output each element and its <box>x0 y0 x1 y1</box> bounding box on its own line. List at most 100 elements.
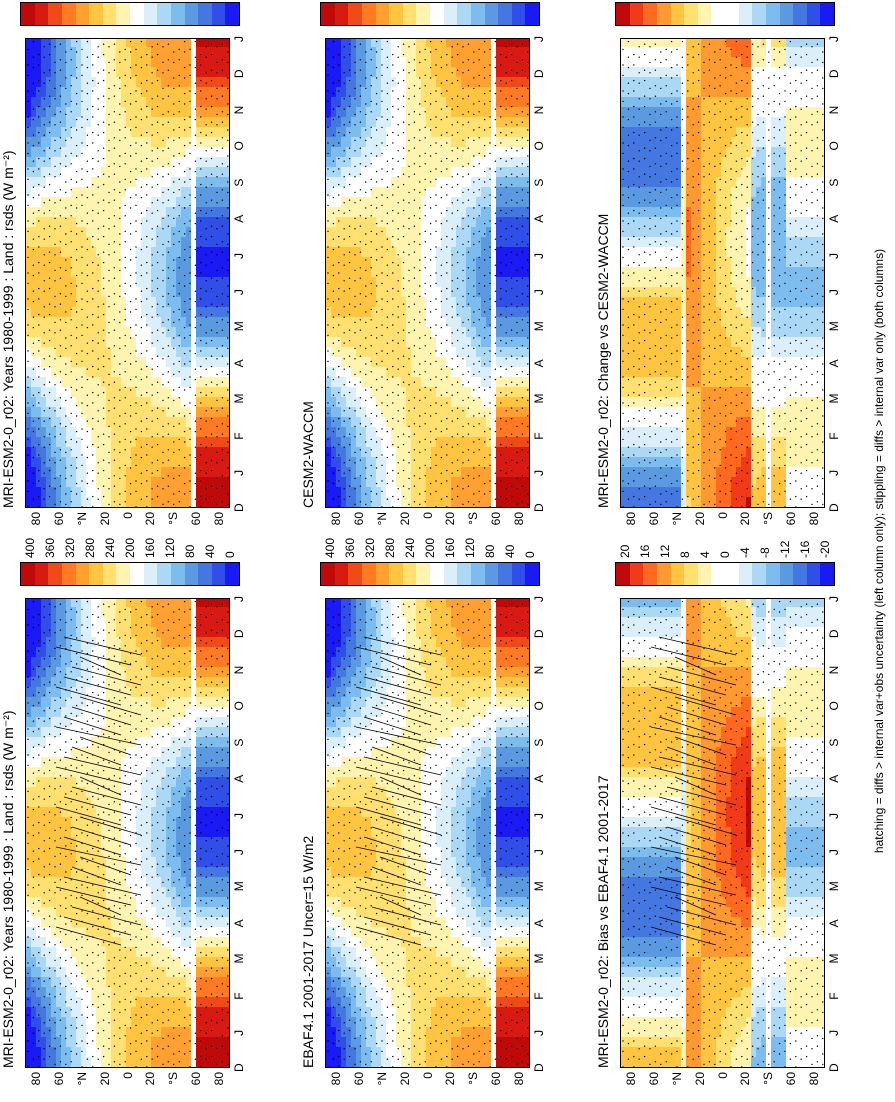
stipple-dot <box>54 918 56 920</box>
stipple-dot <box>108 881 110 884</box>
heatmap-cell <box>511 776 517 787</box>
stipple-dot <box>129 637 132 639</box>
heatmap-cell <box>461 876 467 887</box>
heatmap-cell <box>201 706 207 717</box>
heatmap-cell <box>161 826 167 837</box>
heatmap-cell <box>151 976 157 987</box>
heatmap-cell <box>336 756 342 767</box>
heatmap-cell <box>106 598 112 607</box>
heatmap-cell <box>161 706 167 717</box>
heatmap-cell <box>501 766 507 777</box>
stipple-dot <box>200 676 202 678</box>
heatmap-cell <box>186 636 192 647</box>
stipple-dot <box>151 928 153 930</box>
heatmap-cell <box>406 966 412 977</box>
heatmap-cell <box>361 1046 367 1057</box>
heatmap-cell <box>86 796 92 807</box>
heatmap-cell <box>446 986 452 997</box>
stipple-dot <box>32 938 35 941</box>
stipple-dot <box>227 663 229 665</box>
stipple-dot <box>173 715 175 717</box>
stipple-dot <box>97 632 99 634</box>
heatmap-cell <box>336 846 342 857</box>
heatmap-cell <box>371 856 377 867</box>
heatmap-cell <box>66 726 72 737</box>
heatmap-cell <box>491 896 497 907</box>
stipple-dot <box>48 1029 51 1032</box>
heatmap-cell <box>501 716 507 727</box>
stipple-dot <box>173 897 175 899</box>
stipple-dot <box>167 723 170 725</box>
stipple-dot <box>54 647 56 650</box>
heatmap-cell <box>336 896 342 907</box>
stipple-dot <box>183 1001 186 1003</box>
stipple-dot <box>205 762 207 764</box>
heatmap-cell <box>56 776 62 787</box>
stipple-dot <box>59 1035 62 1037</box>
heatmap-cell <box>486 666 492 677</box>
heatmap-cell <box>436 896 442 907</box>
heatmap-cell <box>226 736 230 747</box>
heatmap-cell <box>356 756 362 767</box>
stipple-dot <box>200 1003 202 1006</box>
stipple-dot <box>162 751 164 754</box>
heatmap-cell <box>451 926 457 937</box>
heatmap-cell <box>141 856 147 867</box>
heatmap-cell <box>166 866 172 877</box>
heatmap-cell <box>156 1036 162 1047</box>
heatmap-cell <box>216 816 222 827</box>
stipple-dot <box>119 637 121 639</box>
heatmap-cell <box>141 666 147 677</box>
heatmap-cell <box>396 946 402 957</box>
heatmap-cell <box>131 606 137 617</box>
heatmap-cell <box>51 1006 57 1017</box>
heatmap-cell <box>381 1046 387 1057</box>
heatmap-cell <box>356 706 362 717</box>
heatmap-cell <box>436 936 442 947</box>
stipple-dot <box>27 650 29 652</box>
stipple-dot <box>27 920 29 923</box>
stipple-dot <box>178 816 180 819</box>
heatmap-cell <box>496 746 502 757</box>
lat-tick-label: 60 <box>52 1072 66 1102</box>
stipple-dot <box>135 884 137 886</box>
heatmap-cell <box>81 766 87 777</box>
heatmap-cell <box>516 726 522 737</box>
stipple-dot <box>183 860 186 863</box>
heatmap-cell <box>146 846 152 857</box>
stipple-dot <box>124 946 126 949</box>
heatmap-cell <box>421 876 427 887</box>
heatmap-cell <box>516 1016 522 1027</box>
heatmap-cell <box>436 976 442 987</box>
heatmap-cell <box>451 936 457 947</box>
heatmap-cell <box>496 856 502 867</box>
heatmap-cell <box>446 1046 452 1057</box>
heatmap-cell <box>136 726 142 737</box>
heatmap-cell <box>401 976 407 987</box>
stipple-dot <box>205 840 207 842</box>
heatmap-cell <box>211 636 217 647</box>
heatmap-cell <box>146 606 152 617</box>
heatmap-cell <box>181 676 187 687</box>
heatmap-cell <box>26 1036 32 1047</box>
stipple-dot <box>70 972 72 975</box>
heatmap-cell <box>26 776 32 787</box>
stipple-dot <box>146 728 148 730</box>
stipple-dot <box>221 837 224 839</box>
heatmap-cell <box>436 796 442 807</box>
stipple-dot <box>189 1040 191 1042</box>
stipple-dot <box>97 642 99 644</box>
stipple-dot <box>92 925 94 928</box>
stipple-dot <box>75 938 78 941</box>
heatmap-cell <box>26 706 32 717</box>
stipple-dot <box>210 769 213 772</box>
stipple-dot <box>194 704 197 707</box>
stipple-dot <box>119 1037 121 1040</box>
heatmap-cell <box>481 936 487 947</box>
heatmap-cell <box>331 776 337 787</box>
heatmap-cell <box>451 856 457 867</box>
stipple-dot <box>227 777 229 780</box>
heatmap-cell <box>131 866 137 877</box>
heatmap-cell <box>226 706 230 717</box>
heatmap-cell <box>346 706 352 717</box>
